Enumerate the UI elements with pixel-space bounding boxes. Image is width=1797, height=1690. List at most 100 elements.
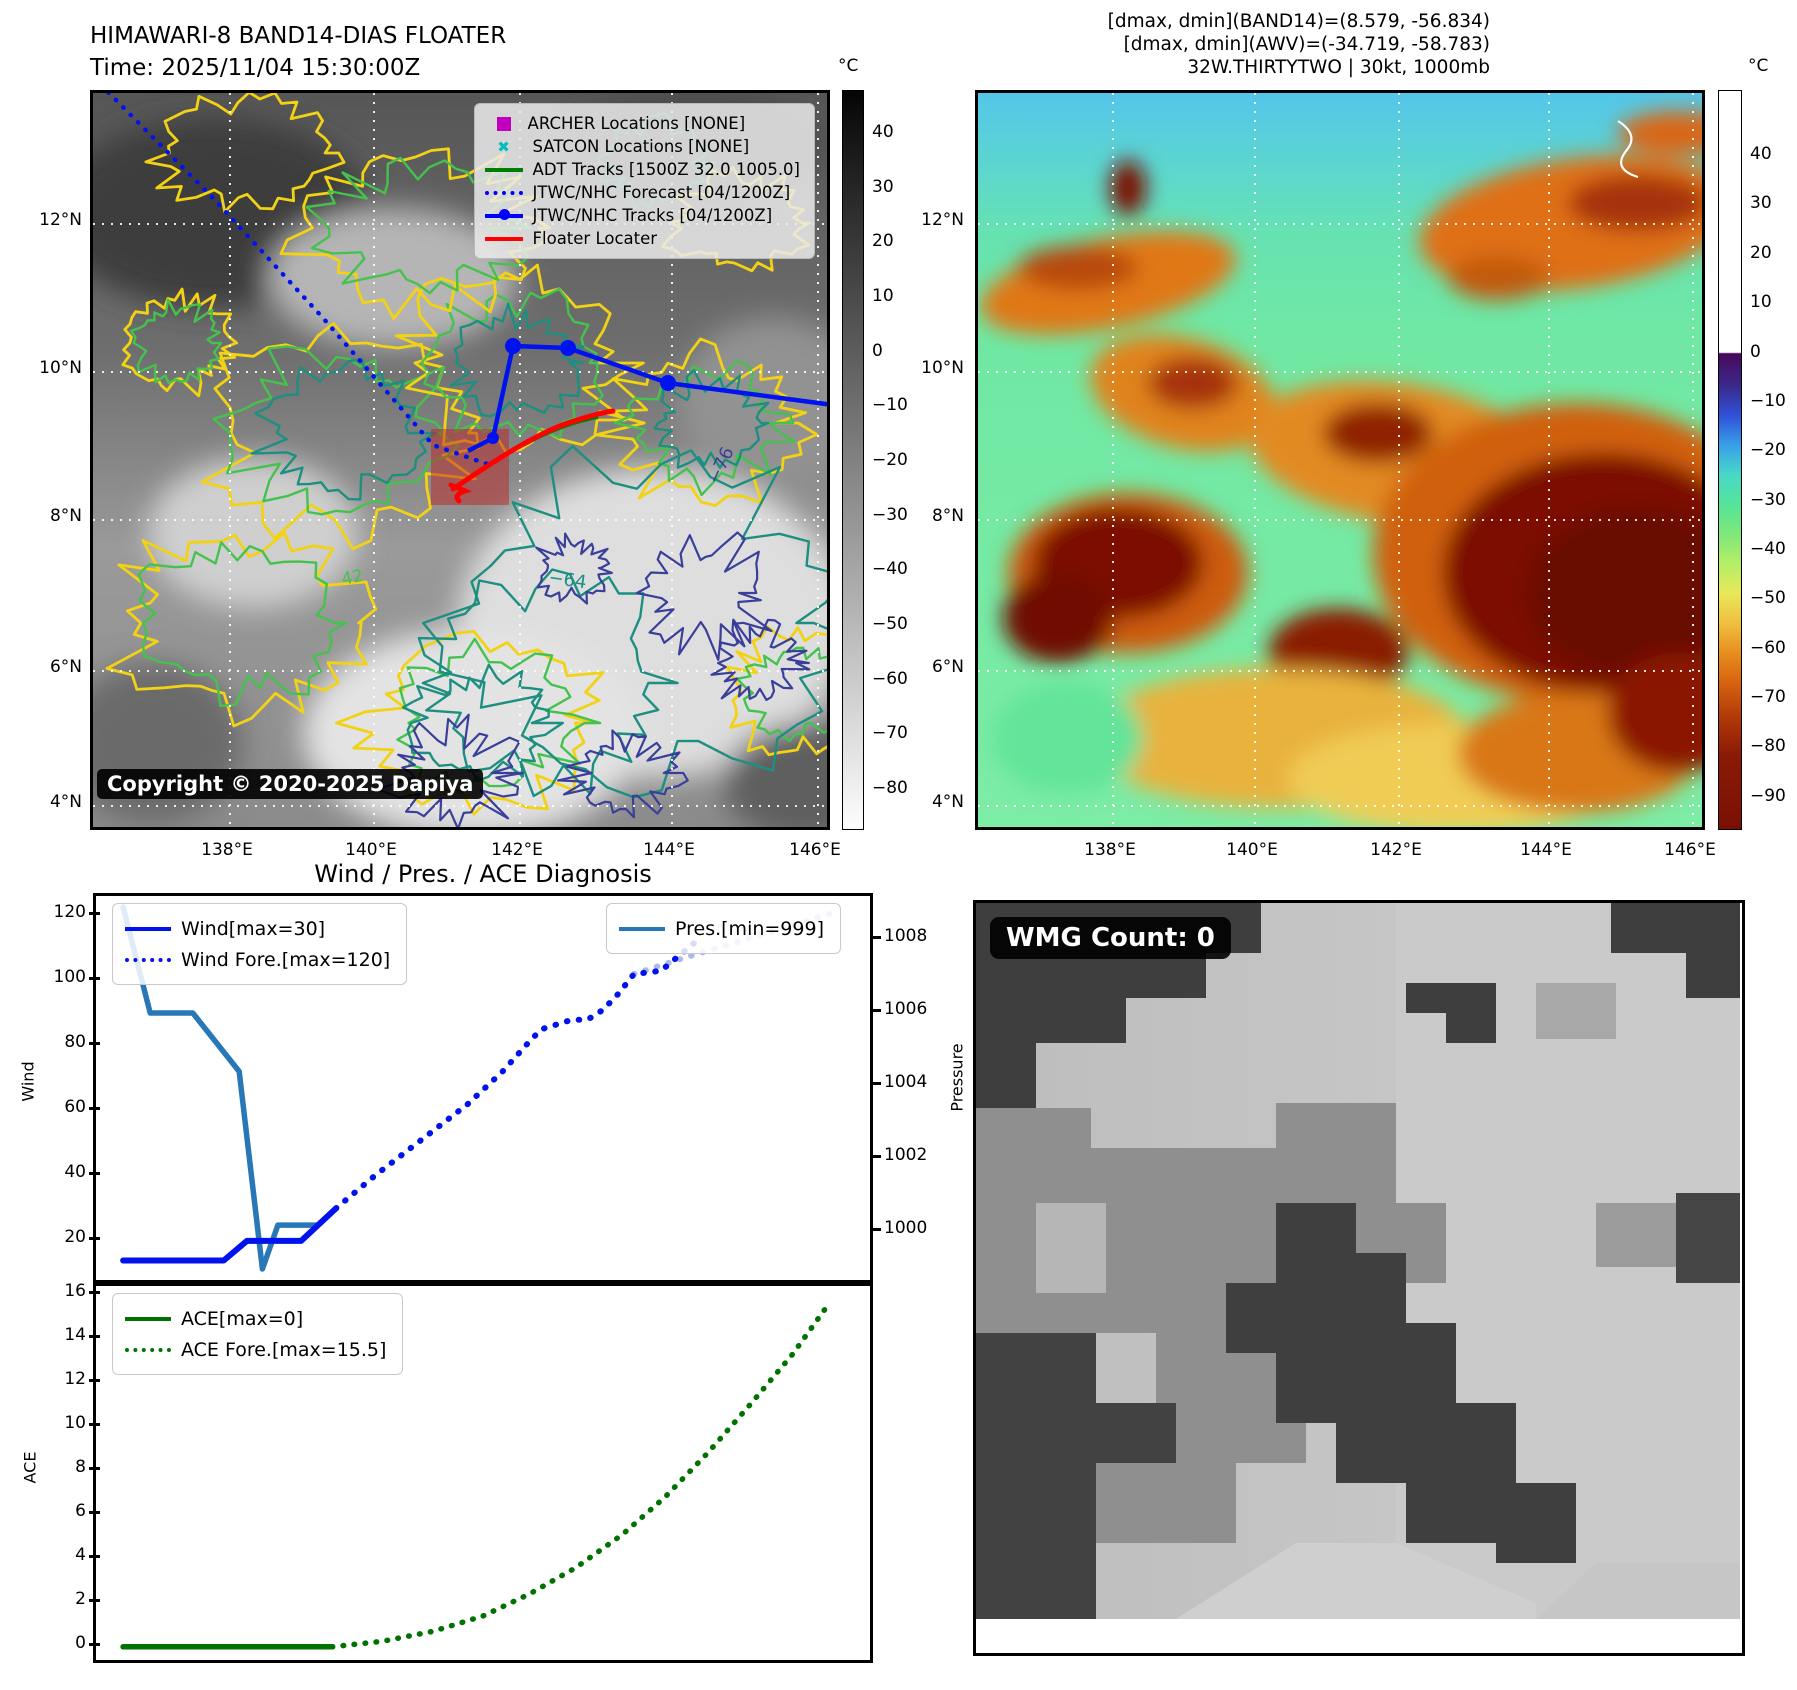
lat-tick-label: 12°N (39, 210, 82, 230)
chart-tick-label: 1002 (870, 1145, 944, 1165)
colorbar-tick-label: −50 (1750, 588, 1786, 609)
colorbar-tick-label: −40 (872, 559, 908, 580)
band14-colorbar (842, 90, 864, 830)
lon-tick-label: 138°E (201, 840, 253, 860)
chart-tick-label: 14 (36, 1325, 100, 1345)
colorbar-tick-label: −20 (1750, 440, 1786, 461)
pressure-axis-label: Pressure (947, 1043, 967, 1112)
legend-label: ARCHER Locations [NONE] (527, 114, 746, 133)
chart-tick-label: 6 (36, 1501, 100, 1521)
band14-title: HIMAWARI-8 BAND14-DIAS FLOATER (90, 23, 507, 49)
lon-tick-label: 140°E (1226, 840, 1278, 860)
legend-item: ADT Tracks [1500Z 32.0 1005.0] (484, 158, 800, 181)
lat-tick-label: 12°N (921, 210, 964, 230)
lat-tick-label: 6°N (931, 657, 964, 677)
legend-label: ACE[max=0] (181, 1307, 304, 1330)
wmg-count-badge: WMG Count: 0 (990, 917, 1231, 959)
lat-tick-label: 6°N (49, 657, 82, 677)
storm-id-intensity: 32W.THIRTYTWO | 30kt, 1000mb (1187, 57, 1490, 79)
chart-tick-label: 0 (36, 1633, 100, 1653)
chart-tick-label: 16 (36, 1281, 100, 1301)
colorbar-tick-label: 10 (1750, 292, 1772, 313)
wind-axis-label: Wind (18, 1061, 38, 1102)
legend-item: ACE Fore.[max=15.5] (125, 1334, 386, 1365)
colorbar-tick-label: −40 (1750, 538, 1786, 559)
legend-item: Floater Locater (484, 227, 800, 250)
lat-tick-label: 10°N (39, 358, 82, 378)
floater-locater-line (448, 408, 616, 504)
colorbar-tick-label: 0 (1750, 341, 1761, 362)
legend-item: Wind[max=30] (125, 913, 390, 944)
colorbar-tick-label: 30 (1750, 193, 1772, 214)
chart-legend: ACE[max=0] ACE Fore.[max=15.5] (112, 1293, 404, 1375)
awv-satellite-map (975, 90, 1705, 830)
contour-label: 42 (340, 566, 365, 590)
colorbar-tick-label: −20 (872, 450, 908, 471)
colorbar-tick-label: 20 (872, 231, 894, 252)
legend-item: ARCHER Locations [NONE] (485, 112, 800, 135)
legend-label: Wind Fore.[max=120] (181, 948, 391, 971)
legend-item: JTWC/NHC Forecast [04/1200Z] (484, 181, 800, 204)
series-ace-fore-max-15-5- (329, 1303, 831, 1650)
cold-cloud-blobs (980, 111, 1702, 827)
lat-tick-label: 10°N (921, 358, 964, 378)
legend-item: Wind Fore.[max=120] (125, 944, 390, 975)
map-legend: ARCHER Locations [NONE] SATCON Locations… (473, 103, 815, 259)
series-wind-max-30- (120, 1205, 339, 1264)
awv-panel-header: [dmax, dmin](BAND14)=(8.579, -56.834) [d… (990, 10, 1490, 79)
colorbar-tick-label: 40 (1750, 144, 1772, 165)
coastline (1617, 120, 1639, 179)
legend-label: JTWC/NHC Tracks [04/1200Z] (532, 206, 773, 225)
chart-tick-label: 20 (36, 1227, 100, 1247)
series-line-icon (619, 926, 665, 931)
colorbar-tick-label: −70 (1750, 687, 1786, 708)
map-gridlines (978, 93, 1702, 827)
colorbar-tick-label: −80 (1750, 736, 1786, 757)
awv-image (978, 93, 1702, 827)
colorbar-tick-label: −30 (1750, 489, 1786, 510)
archer-marker-icon (496, 116, 511, 131)
chart-legend: Wind[max=30] Wind Fore.[max=120] (112, 903, 408, 985)
jtwc-forecast-icon (484, 190, 523, 195)
chart-tick-label: 40 (36, 1162, 100, 1182)
chart-tick-label: 80 (36, 1032, 100, 1052)
wmg-image (976, 903, 1740, 1619)
chart-tick-label: 4 (36, 1545, 100, 1565)
series-line-icon (125, 1347, 171, 1352)
legend-label: Wind[max=30] (181, 917, 326, 940)
lon-tick-label: 142°E (491, 840, 543, 860)
legend-item: JTWC/NHC Tracks [04/1200Z] (484, 204, 800, 227)
chart-tick-label: 12 (36, 1369, 100, 1389)
colorbar-tick-label: −60 (1750, 637, 1786, 658)
lon-tick-label: 142°E (1370, 840, 1422, 860)
legend-item: SATCON Locations [NONE] (485, 135, 800, 158)
chart-tick-label: 1000 (870, 1218, 944, 1238)
lat-tick-label: 8°N (49, 506, 82, 526)
colorbar-tick-label: 20 (1750, 242, 1772, 263)
legend-label: Pres.[min=999] (675, 917, 824, 940)
lat-tick-label: 8°N (931, 506, 964, 526)
band14-satellite-map: 42 −64 −76 ARCHER Locations [NONE] SATCO… (90, 90, 830, 830)
chart-tick-label: 120 (36, 902, 100, 922)
lon-tick-label: 146°E (789, 840, 841, 860)
awv-colorbar (1718, 90, 1742, 830)
floater-locater-icon (484, 236, 523, 241)
legend-label: Floater Locater (532, 229, 658, 248)
jtwc-track-icon (484, 208, 523, 220)
band14-dmax-dmin: [dmax, dmin](BAND14)=(8.579, -56.834) (1107, 11, 1490, 32)
chart-tick-label: 100 (36, 967, 100, 987)
jtwc-forecast-line (105, 93, 493, 468)
legend-label: ACE Fore.[max=15.5] (181, 1338, 387, 1361)
colorbar-tick-label: −50 (872, 614, 908, 635)
awv-dmax-dmin: [dmax, dmin](AWV)=(-34.719, -58.783) (1123, 34, 1490, 56)
series-line-icon (125, 926, 171, 931)
colorbar-tick-label: −80 (872, 778, 908, 799)
chart-tick-label: 8 (36, 1457, 100, 1477)
series-line-icon (125, 1316, 171, 1321)
chart-tick-label: 10 (36, 1413, 100, 1433)
wmg-panel: WMG Count: 0 (973, 900, 1745, 1656)
chart-tick-label: 1008 (870, 926, 944, 946)
colorbar-tick-label: −30 (872, 504, 908, 525)
satcon-marker-icon (485, 138, 523, 156)
lon-tick-label: 144°E (643, 840, 695, 860)
